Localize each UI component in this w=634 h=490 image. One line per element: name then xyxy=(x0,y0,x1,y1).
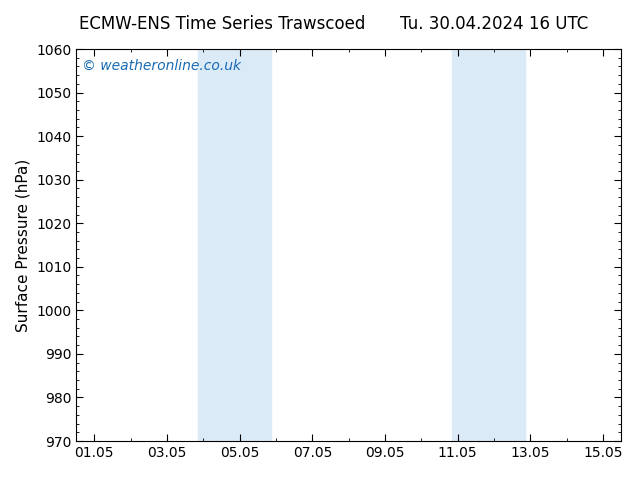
Text: © weatheronline.co.uk: © weatheronline.co.uk xyxy=(82,59,240,73)
Bar xyxy=(198,49,234,441)
Bar xyxy=(234,49,271,441)
Bar xyxy=(452,49,489,441)
Text: Tu. 30.04.2024 16 UTC: Tu. 30.04.2024 16 UTC xyxy=(401,15,588,33)
Bar xyxy=(489,49,525,441)
Text: ECMW-ENS Time Series Trawscoed: ECMW-ENS Time Series Trawscoed xyxy=(79,15,365,33)
Y-axis label: Surface Pressure (hPa): Surface Pressure (hPa) xyxy=(15,158,30,332)
